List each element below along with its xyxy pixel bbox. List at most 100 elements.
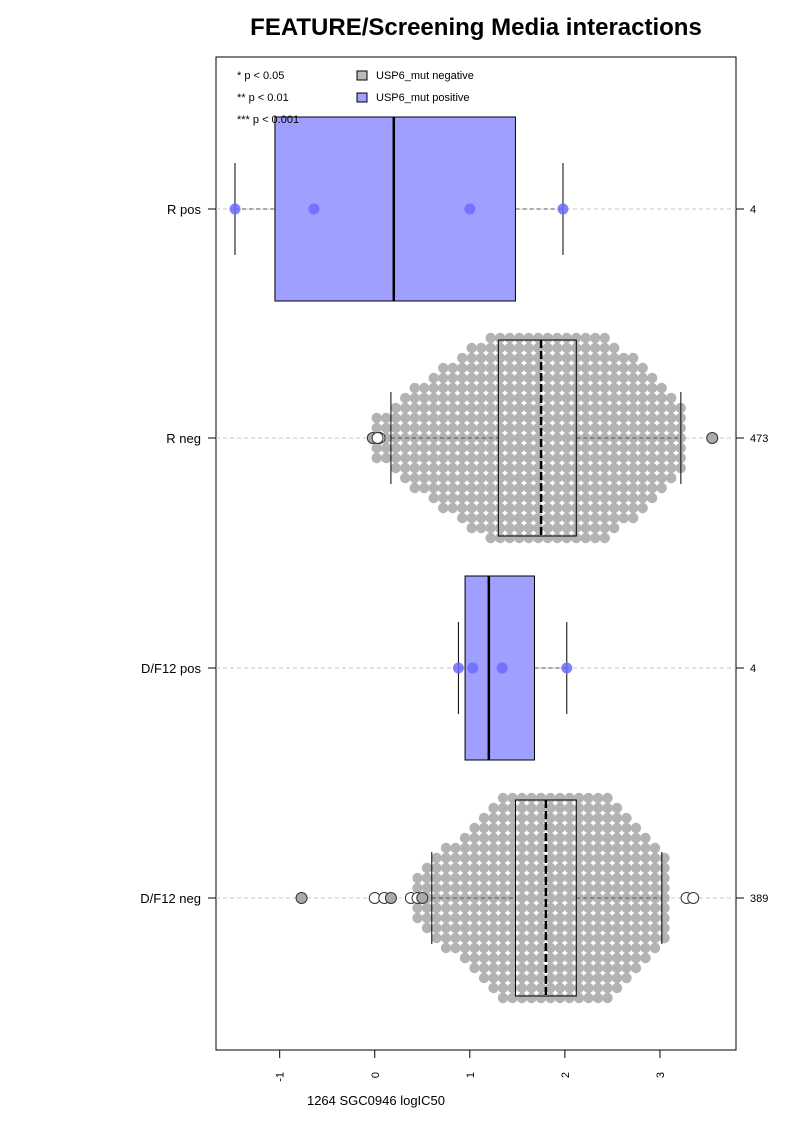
swarm-point — [666, 412, 677, 424]
swarm-point — [507, 882, 518, 894]
swarm-point — [611, 922, 623, 934]
swarm-point — [469, 932, 480, 944]
box — [497, 339, 577, 537]
swarm-point — [478, 812, 490, 824]
swarm-point — [552, 332, 563, 344]
group-count: 389 — [750, 893, 768, 905]
swarm-point — [419, 382, 430, 394]
swarm-point — [497, 922, 509, 934]
swarm-point — [609, 392, 620, 404]
plot-frame — [215, 56, 737, 1051]
x-tick-label: 0 — [370, 1072, 382, 1078]
swarm-point — [618, 352, 629, 364]
swarm-point — [628, 372, 639, 384]
swarm-point — [554, 932, 566, 944]
swarm-point — [618, 472, 629, 484]
swarm-point — [450, 942, 461, 954]
outlier-point — [295, 892, 308, 904]
swarm-point — [609, 512, 620, 524]
swarm-point — [580, 422, 591, 434]
swarm-point — [573, 932, 585, 944]
x-tick-label: -1 — [275, 1072, 287, 1082]
swarm-point — [545, 792, 556, 804]
swarm-point — [488, 822, 499, 834]
group-count: 473 — [750, 433, 768, 445]
legend-swatch — [356, 70, 368, 81]
swarm-point — [504, 532, 515, 544]
swarm-point — [609, 352, 620, 364]
swarm-point — [628, 472, 639, 484]
swarm-point — [599, 352, 610, 364]
swarm-point — [583, 862, 594, 874]
swarm-point — [552, 442, 563, 454]
swarm-point — [592, 992, 604, 1004]
swarm-point — [409, 412, 420, 424]
swarm-point — [640, 932, 651, 944]
swarm-point — [516, 872, 528, 884]
swarm-point — [495, 532, 506, 544]
swarm-point — [450, 852, 461, 864]
swarm-point — [554, 952, 566, 964]
swarm-point — [438, 442, 449, 454]
swarm-point — [590, 522, 601, 534]
swarm-point — [580, 532, 591, 544]
swarm-point — [485, 352, 496, 364]
swarm-point — [466, 342, 477, 354]
swarm-point — [592, 882, 604, 894]
swarm-point — [647, 432, 658, 444]
swarm-point — [381, 442, 392, 454]
swarm-point — [469, 842, 480, 854]
swarm-point — [609, 342, 620, 354]
swarm-point — [611, 892, 623, 904]
swarm-point — [554, 832, 566, 844]
swarm-point — [478, 872, 490, 884]
swarm-point — [618, 482, 629, 494]
swarm-point — [526, 892, 537, 904]
swarm-point — [592, 792, 604, 804]
swarm-point — [476, 452, 487, 464]
swarm-point — [428, 442, 439, 454]
swarm-point — [609, 362, 620, 374]
swarm-point — [621, 962, 632, 974]
swarm-point — [561, 502, 572, 514]
swarm-point — [618, 492, 629, 504]
swarm-point — [457, 362, 468, 374]
swarm-point — [514, 492, 525, 504]
swarm-point — [656, 412, 667, 424]
swarm-point — [507, 932, 518, 944]
swarm-point — [431, 882, 442, 894]
swarm-point — [450, 842, 461, 854]
swarm-point — [488, 802, 499, 814]
swarm-point — [659, 912, 670, 924]
swarm-point — [504, 462, 515, 474]
swarm-point — [609, 482, 620, 494]
swarm-point — [621, 812, 632, 824]
swarm-point — [476, 512, 487, 524]
swarm-point — [507, 992, 518, 1004]
swarm-point — [561, 342, 572, 354]
swarm-point — [476, 482, 487, 494]
swarm-point — [542, 392, 553, 404]
swarm-point — [561, 362, 572, 374]
swarm-point — [431, 902, 442, 914]
swarm-point — [504, 372, 515, 384]
swarm-point — [545, 952, 556, 964]
swarm-point — [590, 392, 601, 404]
swarm-point — [656, 462, 667, 474]
swarm-point — [621, 922, 632, 934]
swarm-point — [611, 812, 623, 824]
swarm-point — [542, 402, 553, 414]
swarm-point — [504, 412, 515, 424]
swarm-point — [640, 942, 651, 954]
swarm-point — [466, 442, 477, 454]
swarm-point — [637, 402, 648, 414]
swarm-point — [428, 462, 439, 474]
swarm-point — [602, 882, 613, 894]
swarm-point — [507, 842, 518, 854]
swarm-point — [497, 872, 509, 884]
swarm-point — [497, 822, 509, 834]
swarm-point — [545, 982, 556, 994]
swarm-point — [485, 382, 496, 394]
swarm-point — [564, 982, 575, 994]
